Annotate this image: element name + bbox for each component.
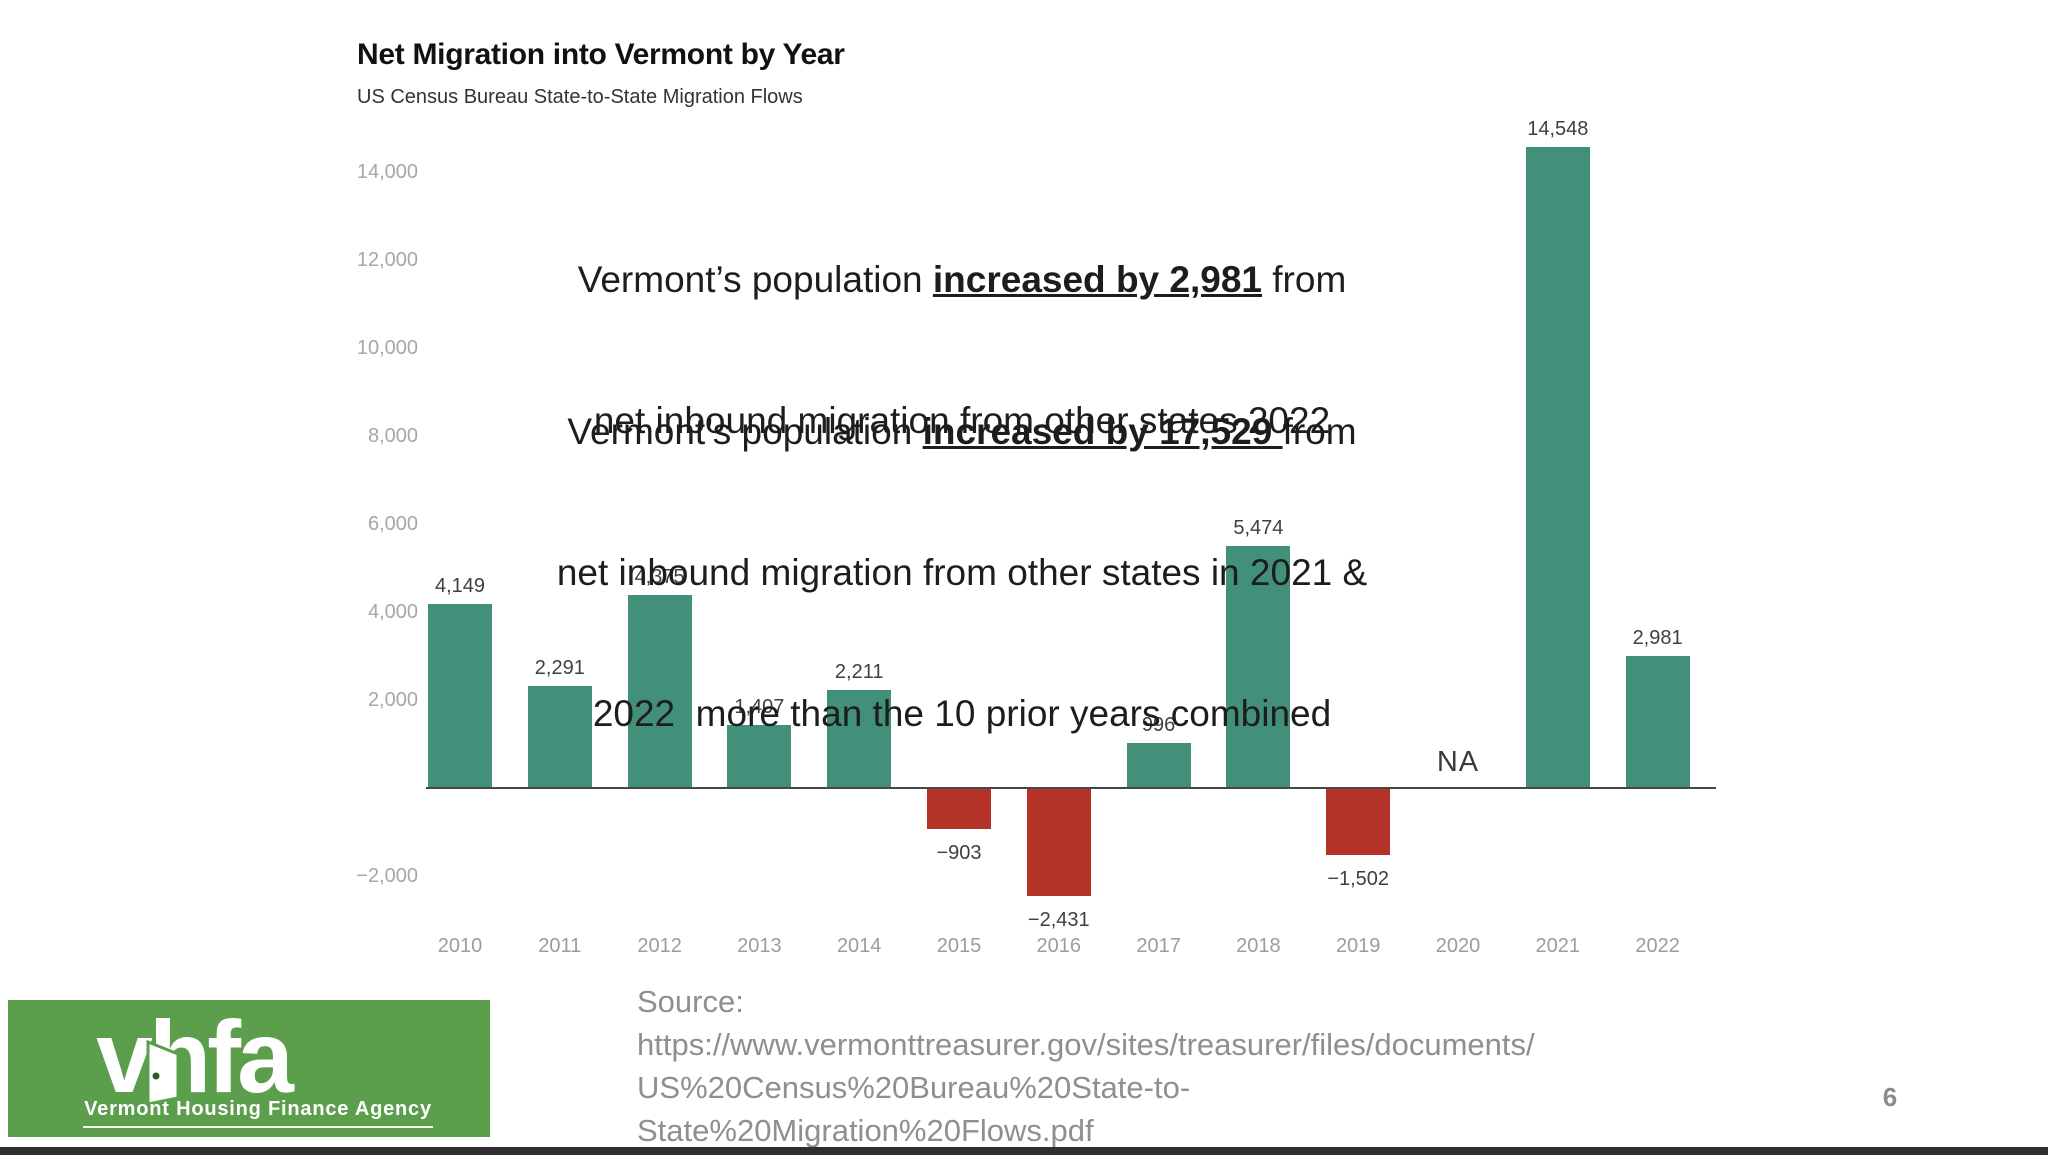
bar-2010 bbox=[428, 604, 492, 787]
bar-2012 bbox=[627, 594, 692, 787]
bar-value-label: −903 bbox=[936, 841, 982, 864]
source-line[interactable]: US%20Census%20Bureau%20State-to- bbox=[637, 1070, 1191, 1105]
x-tick-label: 2014 bbox=[836, 935, 882, 957]
bar-value-label: −2,431 bbox=[1027, 908, 1090, 931]
annotation-line: 2022 more than the 10 prior years combin… bbox=[592, 693, 1332, 734]
x-tick-label: 2019 bbox=[1335, 935, 1381, 957]
annotation-highlight: increased by 2,981 bbox=[932, 259, 1262, 300]
source-line: Source: bbox=[637, 984, 744, 1019]
x-tick-label: 2013 bbox=[737, 935, 782, 957]
bar-2011 bbox=[527, 686, 592, 787]
bottom-border-bar bbox=[0, 1147, 2048, 1155]
x-tick-label: 2012 bbox=[637, 935, 682, 957]
source-line[interactable]: https://www.vermonttreasurer.gov/sites/t… bbox=[637, 1027, 1535, 1062]
x-tick-label: 2022 bbox=[1635, 935, 1680, 957]
page-subtitle: US Census Bureau State-to-State Migratio… bbox=[357, 86, 803, 108]
x-tick-label: 2010 bbox=[437, 935, 483, 957]
bar-2021 bbox=[1525, 146, 1590, 787]
x-tick-label: 2021 bbox=[1535, 935, 1581, 957]
page-number: 6 bbox=[1882, 1082, 1898, 1112]
x-axis-line bbox=[426, 787, 1716, 789]
annotation-line: Vermont’s population increased by 17,529… bbox=[362, 408, 1562, 455]
annotation-text: from bbox=[1262, 259, 1347, 300]
y-tick-label: 6,000 bbox=[367, 513, 418, 535]
bar-value-label: 1,407 bbox=[734, 696, 785, 719]
page-title: Net Migration into Vermont by Year bbox=[357, 38, 845, 71]
bar-2022 bbox=[1625, 655, 1690, 787]
y-tick-label: 10,000 bbox=[356, 337, 418, 359]
svg-text:vhfa: vhfa bbox=[96, 1000, 295, 1114]
y-tick-label: 14,000 bbox=[356, 161, 418, 183]
bar-2019 bbox=[1326, 789, 1391, 856]
source-citation: Source: https://www.vermonttreasurer.gov… bbox=[637, 980, 1817, 1152]
bar-2014 bbox=[827, 689, 892, 787]
y-tick-label: 8,000 bbox=[367, 425, 418, 447]
source-line[interactable]: State%20Migration%20Flows.pdf bbox=[637, 1113, 1094, 1148]
bar-2016 bbox=[1026, 789, 1091, 896]
x-tick-label: 2018 bbox=[1236, 935, 1281, 957]
y-tick-label: 12,000 bbox=[356, 249, 418, 271]
annotation-line: Vermont’s population increased by 2,981 … bbox=[362, 256, 1562, 303]
annotation-line: net inbound migration from other states … bbox=[593, 400, 1331, 441]
y-tick-label: 2,000 bbox=[367, 689, 418, 711]
x-tick-label: 2016 bbox=[1036, 935, 1082, 957]
annotation-text: from bbox=[1282, 411, 1357, 452]
annotation-line: net inbound migration from other states … bbox=[556, 552, 1368, 593]
y-tick-label: 4,000 bbox=[367, 601, 418, 623]
vhfa-wordmark-icon: vhfa bbox=[96, 1000, 299, 1114]
bar-2017 bbox=[1126, 743, 1191, 787]
x-tick-label: 2011 bbox=[538, 935, 582, 957]
bar-value-label: 996 bbox=[1141, 714, 1176, 737]
logo-tagline: Vermont Housing Finance Agency bbox=[84, 1098, 432, 1120]
bar-value-label: 5,474 bbox=[1233, 517, 1284, 540]
x-tick-label: 2020 bbox=[1435, 935, 1481, 957]
bar-value-label: 14,548 bbox=[1527, 117, 1589, 140]
annotation-block-2: Vermont’s population increased by 17,529… bbox=[362, 314, 1562, 831]
x-tick-label: 2017 bbox=[1136, 935, 1181, 957]
bar-2018 bbox=[1226, 546, 1291, 787]
y-tick-label: −2,000 bbox=[356, 865, 418, 887]
bar-value-label: 4,149 bbox=[434, 575, 486, 598]
bar-value-label: −1,502 bbox=[1327, 868, 1390, 891]
bar-value-label: 2,291 bbox=[534, 657, 585, 680]
x-tick-label: 2015 bbox=[936, 935, 982, 957]
vhfa-logo: vhfa Vermont Housing Finance Agency bbox=[8, 1000, 490, 1137]
na-value-label: NA bbox=[1436, 746, 1480, 778]
door-icon bbox=[146, 1039, 180, 1106]
bar-value-label: 2,981 bbox=[1632, 626, 1683, 649]
annotation-highlight: increased by 17,529 bbox=[922, 411, 1283, 452]
bar-value-label: 4,375 bbox=[634, 565, 685, 588]
bar-2013 bbox=[727, 725, 792, 787]
bar-value-label: 2,211 bbox=[834, 660, 884, 683]
bar-2015 bbox=[927, 789, 991, 829]
annotation-text: Vermont’s population bbox=[577, 259, 933, 300]
annotation-block-1: Vermont’s population increased by 2,981 … bbox=[362, 162, 1562, 538]
logo-underline bbox=[83, 1126, 433, 1128]
annotation-text: Vermont’s population bbox=[567, 411, 923, 452]
